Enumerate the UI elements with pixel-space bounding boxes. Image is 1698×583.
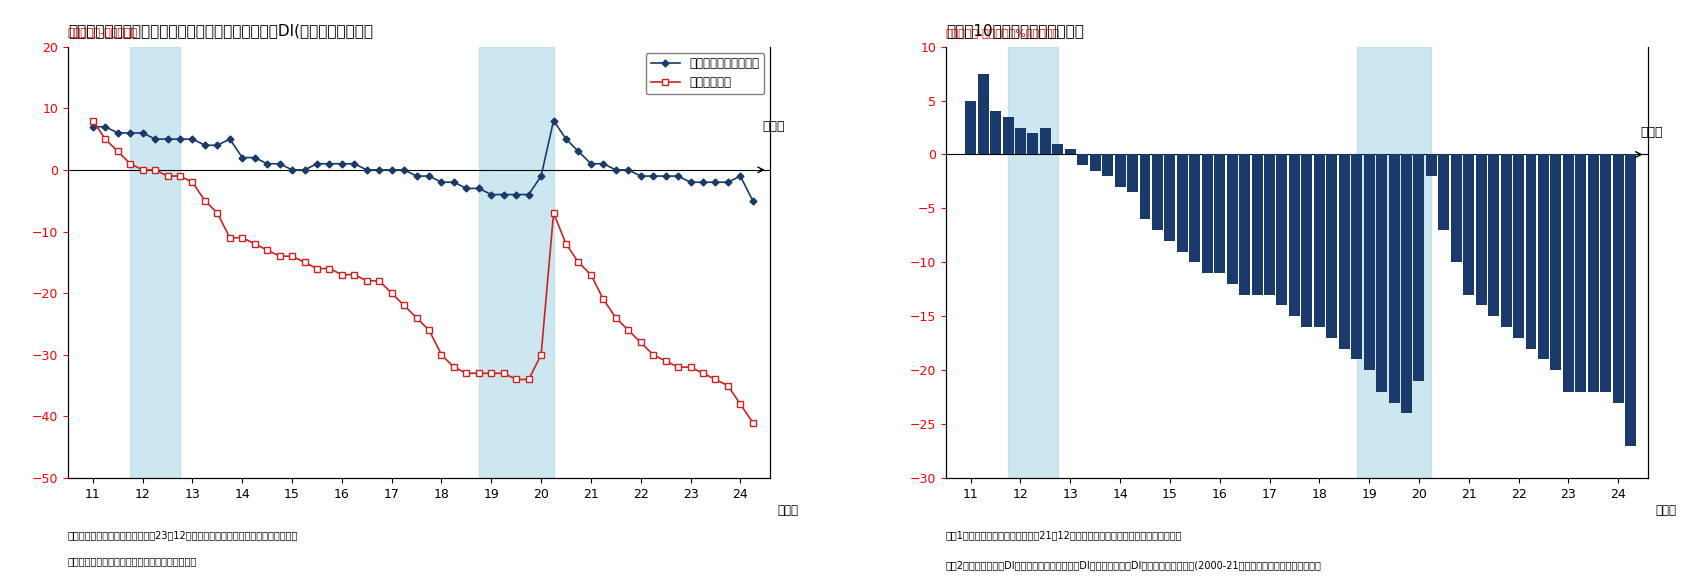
- 雇用人員判断: [83, 117, 104, 124]
- Bar: [990, 111, 1000, 154]
- Bar: [1313, 154, 1324, 327]
- Bar: [1387, 154, 1399, 402]
- Bar: [1562, 154, 1572, 392]
- 雇用人員判断: [530, 352, 550, 359]
- Bar: [1326, 154, 1336, 338]
- Line: 生産・営業用設備判断: 生産・営業用設備判断: [90, 118, 756, 203]
- Bar: [131, 47, 180, 478]
- 雇用人員判断: [469, 370, 489, 377]
- Bar: [1151, 154, 1161, 230]
- Bar: [1126, 154, 1138, 192]
- Bar: [1163, 154, 1175, 241]
- Line: 雇用人員判断: 雇用人員判断: [90, 118, 756, 426]
- 生産・営業用設備判断: [742, 197, 762, 204]
- Bar: [1214, 154, 1224, 273]
- Text: 先行き: 先行き: [1640, 127, 1662, 139]
- 生産・営業用設備判断: [83, 123, 104, 130]
- Bar: [1007, 47, 1058, 478]
- Bar: [1513, 154, 1523, 338]
- 生産・営業用設備判断: [469, 185, 489, 192]
- Bar: [1600, 154, 1610, 392]
- Bar: [1189, 154, 1199, 262]
- Text: （年）: （年）: [1654, 504, 1674, 517]
- 雇用人員判断: [195, 197, 216, 204]
- Bar: [1357, 47, 1430, 478]
- Bar: [1039, 128, 1051, 154]
- Text: 先行き: 先行き: [762, 120, 784, 134]
- Text: （年）: （年）: [776, 504, 798, 517]
- Bar: [964, 100, 976, 154]
- 生産・営業用設備判断: [331, 160, 351, 167]
- Bar: [1588, 154, 1598, 392]
- Bar: [1114, 154, 1124, 187]
- Bar: [1611, 154, 1623, 402]
- Bar: [1102, 154, 1112, 176]
- Bar: [1263, 154, 1274, 295]
- Bar: [1625, 154, 1635, 445]
- Bar: [1002, 117, 1014, 154]
- Text: （「過剰」-「不足」）: （「過剰」-「不足」）: [68, 28, 138, 38]
- Bar: [1375, 154, 1386, 392]
- 生産・営業用設備判断: [443, 179, 464, 186]
- Bar: [1476, 154, 1486, 305]
- Text: （注2）短観加重平均DIは生産・営業用設備判断DIと雇用人員判断DIを資本・労働分配率(2000-21年度平均）で加重平均したもの: （注2）短観加重平均DIは生産・営業用設備判断DIと雇用人員判断DIを資本・労働…: [946, 560, 1321, 570]
- Bar: [1077, 154, 1088, 166]
- Text: （「過剰」-「不足」、%ポイント）: （「過剰」-「不足」、%ポイント）: [946, 28, 1060, 38]
- Bar: [1251, 154, 1262, 295]
- Bar: [479, 47, 554, 478]
- 雇用人員判断: [481, 370, 501, 377]
- 雇用人員判断: [742, 419, 762, 426]
- Bar: [1139, 154, 1150, 219]
- Bar: [1027, 133, 1037, 154]
- Bar: [1499, 154, 1511, 327]
- Bar: [1275, 154, 1287, 305]
- Bar: [1363, 154, 1374, 370]
- Bar: [1200, 154, 1212, 273]
- Bar: [1014, 128, 1026, 154]
- Bar: [1289, 154, 1299, 316]
- 生産・営業用設備判断: [530, 173, 550, 180]
- Bar: [1413, 154, 1423, 381]
- Text: （注）シャドーは景気後退期間、23年12月調査以降は調査対象見直し後の新ベース: （注）シャドーは景気後退期間、23年12月調査以降は調査対象見直し後の新ベース: [68, 530, 299, 540]
- Bar: [1051, 143, 1063, 154]
- Text: （図表９）　生産・営業用設備判断と雇用人員判断DI(全規模・全産業）: （図表９） 生産・営業用設備判断と雇用人員判断DI(全規模・全産業）: [68, 23, 374, 38]
- Bar: [1088, 154, 1100, 171]
- Bar: [1438, 154, 1448, 230]
- 雇用人員判断: [443, 364, 464, 371]
- Bar: [1177, 154, 1187, 252]
- Bar: [1462, 154, 1474, 295]
- Bar: [1537, 154, 1549, 359]
- Bar: [1301, 154, 1311, 327]
- Bar: [1425, 154, 1437, 176]
- Bar: [1350, 154, 1362, 359]
- Legend: 生産・営業用設備判断, 雇用人員判断: 生産・営業用設備判断, 雇用人員判断: [645, 52, 764, 94]
- Bar: [1226, 154, 1236, 284]
- Bar: [1525, 154, 1535, 349]
- 雇用人員判断: [331, 271, 351, 278]
- Bar: [1338, 154, 1348, 349]
- Bar: [1450, 154, 1460, 262]
- 生産・営業用設備判断: [195, 142, 216, 149]
- Bar: [1065, 149, 1075, 154]
- 生産・営業用設備判断: [543, 117, 564, 124]
- Text: （資料）日本銀行「全国企業短期経済観測調査」: （資料）日本銀行「全国企業短期経済観測調査」: [68, 556, 197, 566]
- Text: （図表10）　短観加重平均ＤＩ: （図表10） 短観加重平均ＤＩ: [946, 23, 1083, 38]
- Bar: [1550, 154, 1560, 370]
- Bar: [1238, 154, 1250, 295]
- 生産・営業用設備判断: [481, 191, 501, 198]
- Bar: [1574, 154, 1586, 392]
- Bar: [1401, 154, 1411, 413]
- Text: （注1）シャドーは景気後退期間、21年12月調査以降は調査対象見直し後の新ベース: （注1）シャドーは景気後退期間、21年12月調査以降は調査対象見直し後の新ベース: [946, 530, 1182, 540]
- Bar: [976, 73, 988, 154]
- Bar: [1487, 154, 1498, 316]
